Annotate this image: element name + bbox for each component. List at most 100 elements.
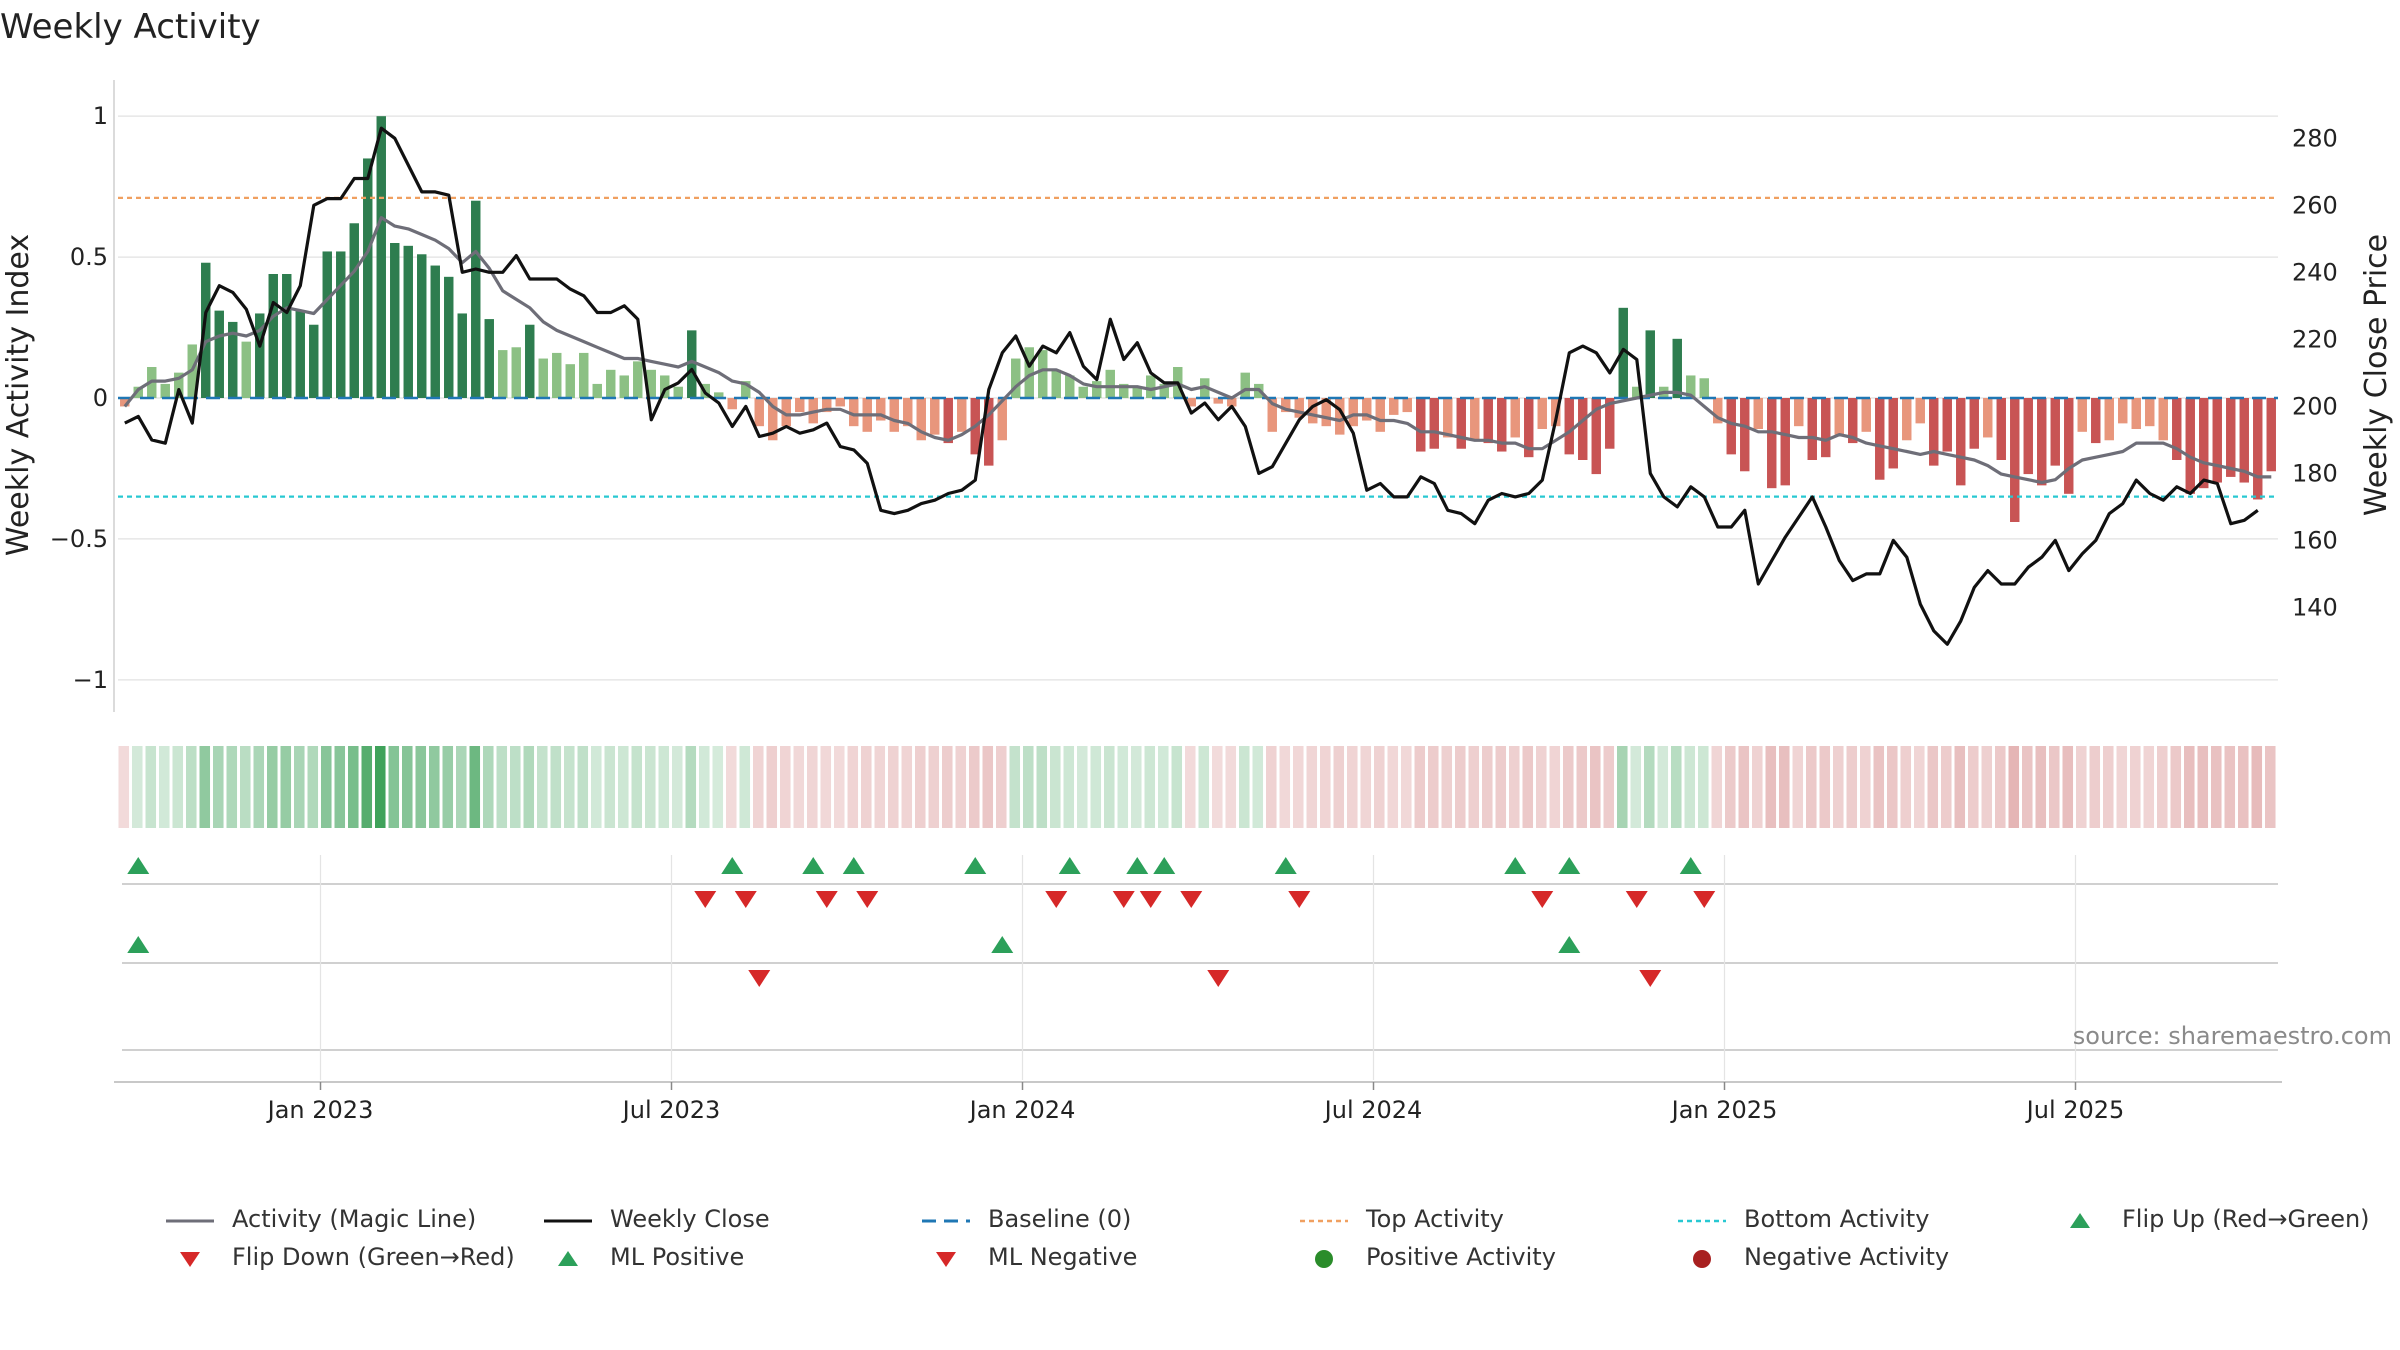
heat-cell	[415, 746, 427, 828]
legend-key-triangle-down-icon	[160, 1247, 220, 1267]
right-tick-label: 180	[2292, 459, 2338, 487]
activity-bar	[768, 398, 778, 441]
ml-negative-marker	[1207, 970, 1230, 987]
activity-bar	[1713, 398, 1723, 424]
heat-cell	[739, 746, 751, 828]
heat-cell	[685, 746, 697, 828]
activity-bar	[160, 383, 170, 398]
activity-bar	[2158, 398, 2168, 441]
heat-cell	[1212, 746, 1223, 828]
activity-bar	[930, 398, 940, 435]
activity-bar	[2199, 398, 2209, 489]
heat-cell	[726, 746, 737, 828]
right-tick-label: 220	[2292, 325, 2338, 353]
left-tick-label: 0.5	[70, 243, 108, 271]
activity-bar	[1996, 398, 2006, 460]
heat-cell	[672, 746, 683, 828]
activity-bar	[1321, 398, 1331, 427]
heat-cell	[1239, 746, 1250, 828]
flip-up-marker	[1558, 857, 1581, 874]
activity-bar	[1807, 398, 1817, 460]
heat-cell	[793, 746, 805, 828]
heat-cell	[1387, 746, 1399, 828]
legend-label: Bottom Activity	[1744, 1205, 1930, 1233]
x-tick-label: Jul 2025	[2025, 1096, 2125, 1124]
legend-label: Positive Activity	[1366, 1243, 1556, 1271]
heat-cell	[2197, 746, 2209, 828]
legend-label: Top Activity	[1366, 1205, 1504, 1233]
activity-bar	[1132, 386, 1142, 398]
heat-cell	[1522, 746, 1534, 828]
activity-bar	[201, 262, 211, 398]
activity-bar	[2185, 398, 2195, 494]
legend-label: Negative Activity	[1744, 1243, 1950, 1271]
activity-bar	[1686, 375, 1696, 398]
x-axis: Jan 2023 Jul 2023 Jan 2024 Jul 2024 Jan 2025…	[114, 1081, 2282, 1124]
heat-cell	[199, 746, 211, 828]
heat-cell	[2022, 746, 2033, 828]
heat-cell	[1873, 746, 1885, 828]
x-tick-label: Jan 2023	[266, 1096, 374, 1124]
flip-up-marker	[1679, 857, 1702, 874]
heat-cell	[1401, 746, 1412, 828]
left-tick-label: 1	[93, 102, 108, 130]
heat-cell	[469, 746, 481, 828]
heat-cell	[1927, 746, 1939, 828]
heat-cell	[888, 746, 899, 828]
chart-title: Weekly Activity	[0, 7, 261, 47]
activity-bar	[133, 386, 143, 398]
activity-bar	[1834, 398, 1844, 435]
heat-cell	[564, 746, 575, 828]
activity-bar	[1524, 398, 1534, 458]
heat-cell	[240, 746, 251, 828]
flip-down-marker	[1693, 891, 1716, 908]
legend-item-top-activity: Top Activity	[1294, 1205, 1504, 1233]
magic-line-series	[123, 216, 2272, 485]
heat-cell	[361, 746, 373, 828]
activity-bar	[1024, 347, 1034, 398]
ml-positive-marker	[1558, 936, 1581, 953]
series-lines	[123, 126, 2272, 646]
right-tick-label: 280	[2292, 124, 2338, 152]
heat-cell	[2211, 746, 2222, 828]
right-tick-label: 240	[2292, 258, 2338, 286]
activity-bar	[2266, 398, 2276, 472]
heat-cell	[307, 746, 319, 828]
heat-cell	[1414, 746, 1426, 828]
activity-bar	[538, 358, 548, 398]
flip-up-marker	[1126, 857, 1149, 874]
ml-negative-marker	[748, 970, 771, 987]
flip-down-marker	[1112, 891, 1135, 908]
heat-cell	[1428, 746, 1439, 828]
heat-cell	[1846, 746, 1858, 828]
heat-cell	[1023, 746, 1034, 828]
heat-cell	[577, 746, 589, 828]
x-tick-label: Jul 2023	[621, 1096, 721, 1124]
legend-item-ml-positive: ML Positive	[538, 1243, 744, 1271]
heat-cell	[1266, 746, 1277, 828]
heat-cell	[1536, 746, 1547, 828]
activity-bar	[1051, 369, 1061, 398]
activity-bar	[1416, 398, 1426, 452]
legend-label: ML Negative	[988, 1243, 1138, 1271]
heat-cell	[2143, 746, 2155, 828]
heat-cell	[1482, 746, 1493, 828]
heat-cell	[159, 746, 170, 828]
activity-bar	[511, 347, 521, 398]
flip-down-marker	[1045, 891, 1068, 908]
activity-bar	[1011, 358, 1021, 398]
activity-bar	[336, 251, 346, 398]
axis-ticks: 1 0.5 0 −0.5 −1 280 260 240 220 200 180 160 140	[50, 102, 2338, 694]
flip-down-marker	[1531, 891, 1554, 908]
activity-bar	[1915, 398, 1925, 424]
ml-positive-marker	[991, 936, 1014, 953]
activity-bar	[1362, 398, 1372, 421]
activity-bar	[1753, 398, 1763, 429]
x-tick-label: Jan 2024	[968, 1096, 1076, 1124]
heat-cell	[186, 746, 197, 828]
heat-cell	[1455, 746, 1466, 828]
activity-bar	[1537, 398, 1547, 429]
heat-cell	[1495, 746, 1507, 828]
heat-cell	[496, 746, 508, 828]
activity-bar	[349, 223, 359, 398]
